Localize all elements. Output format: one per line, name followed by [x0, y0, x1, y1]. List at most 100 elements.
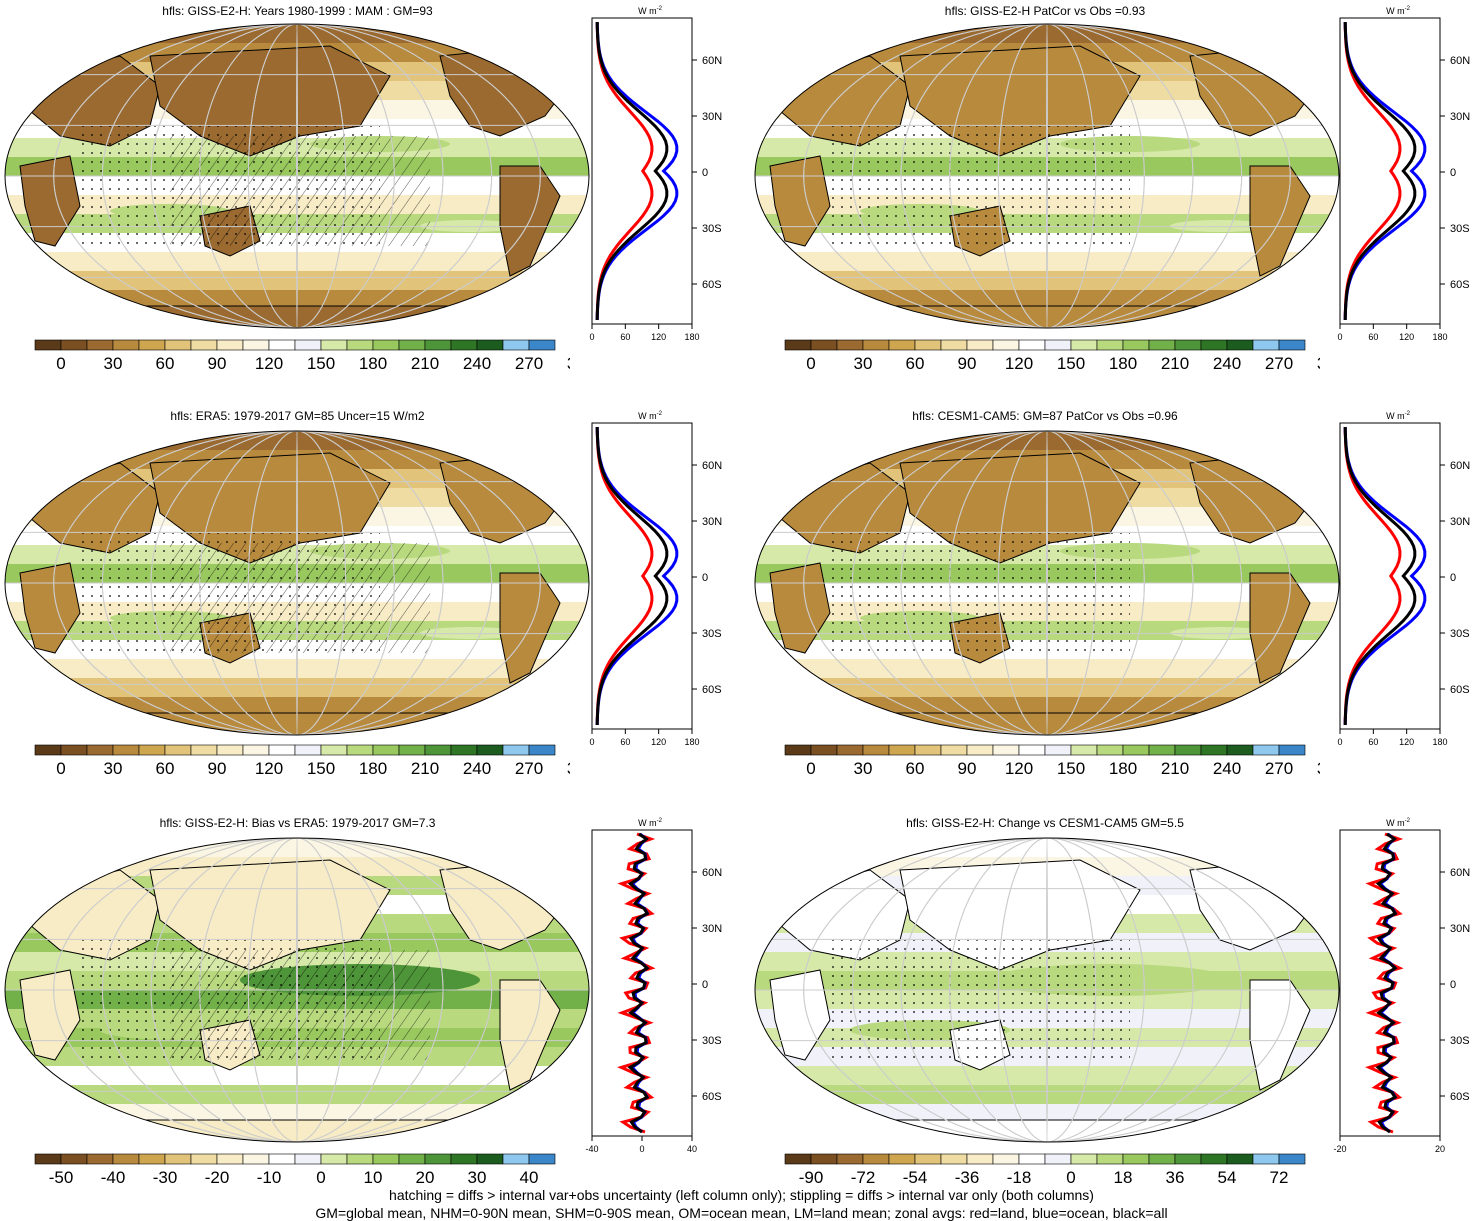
colorbar-box [528, 1153, 556, 1165]
graticule [5, 838, 589, 1142]
colorbar-box [810, 1153, 838, 1165]
panel-change: hfls: GISS-E2-H: Change vs CESM1-CAM5 GM… [745, 812, 1483, 1190]
panel-giss-mean: hfls: GISS-E2-H: Years 1980-1999 : MAM :… [0, 0, 740, 400]
map-border [4, 430, 590, 736]
colorbar: 0 30 60 90 120 150 180 210 240 270 300 [784, 339, 1320, 373]
zonal-frame [591, 17, 693, 325]
colorbar-box [424, 1153, 452, 1165]
colorbar-box [346, 339, 374, 351]
colorbar-box [1018, 1153, 1046, 1165]
colorbar-box [294, 339, 322, 351]
graticule [755, 838, 1339, 1142]
zonal-mean-plot: W m-2 60N 30N 0 30S 60S 0 60 120 180 [1337, 6, 1470, 342]
y-tick-label: 60S [702, 279, 722, 291]
hatching [170, 136, 430, 246]
meridian-line [296, 24, 298, 328]
colorbar-box [320, 339, 348, 351]
ocean-high-flux [420, 220, 520, 232]
colorbar-box [242, 339, 270, 351]
meridian-line [53, 431, 541, 735]
colorbar-box [836, 1153, 864, 1165]
meridian-line [199, 838, 395, 1142]
colorbar-box [836, 744, 864, 756]
colorbar-box [1044, 339, 1072, 351]
colorbar-box [1200, 1153, 1228, 1165]
graticule [755, 24, 1339, 328]
colorbar-label: 150 [307, 759, 335, 778]
colorbar-box [1226, 1153, 1254, 1165]
zonal-land-line [1343, 22, 1402, 320]
zonal-land-line [1343, 427, 1402, 725]
meridian-line [53, 838, 541, 1142]
y-tick-label: 30N [1450, 516, 1470, 528]
colorbar-label: 210 [1161, 759, 1189, 778]
colorbar-label: 180 [359, 759, 387, 778]
colorbar-box [1070, 339, 1098, 351]
y-tick-label: 30N [702, 516, 722, 528]
colorbar-label: 270 [1265, 354, 1293, 373]
y-tick-label: 0 [702, 979, 708, 991]
colorbar-box [190, 339, 218, 351]
y-tick-label: 30N [702, 923, 722, 935]
colorbar-label: 30 [104, 354, 123, 373]
colorbar-label: -30 [153, 1168, 178, 1187]
colorbar-box [112, 1153, 140, 1165]
x-tick-label: 120 [1399, 332, 1414, 342]
meridian-line [803, 431, 1291, 735]
colorbar-label: 72 [1270, 1168, 1289, 1187]
colorbar-label: 90 [208, 354, 227, 373]
colorbar-label: 240 [463, 759, 491, 778]
colorbar-box [424, 339, 452, 351]
colorbar-box [1226, 339, 1254, 351]
x-tick-label: 120 [1399, 737, 1414, 747]
meridian-line [150, 838, 444, 1142]
meridian-line [247, 838, 347, 1142]
colorbar-box [164, 1153, 192, 1165]
map-border [754, 430, 1340, 736]
y-tick-label: 60S [702, 1091, 722, 1103]
zonal-unit-label: W m-2 [638, 411, 662, 421]
colorbar-box [810, 744, 838, 756]
colorbar-label: 0 [316, 1168, 325, 1187]
colorbar-box [320, 1153, 348, 1165]
colorbar-label: 54 [1218, 1168, 1237, 1187]
colorbar-box [862, 339, 890, 351]
zonal-land-line [1365, 832, 1404, 1134]
colorbar-label: -36 [955, 1168, 980, 1187]
meridian-line [949, 838, 1145, 1142]
map-border [4, 23, 590, 329]
y-tick-label: 30S [702, 628, 722, 640]
colorbar-box [1278, 339, 1306, 351]
colorbar-box [268, 1153, 296, 1165]
map-title: hfls: GISS-E2-H: Change vs CESM1-CAM5 GM… [906, 816, 1184, 830]
colorbar-box [294, 744, 322, 756]
colorbar-label: 18 [1114, 1168, 1133, 1187]
y-tick-label: 30S [702, 1035, 722, 1047]
colorbar-box [1122, 1153, 1150, 1165]
zonal-ocean-line [595, 426, 679, 726]
colorbar-box [398, 744, 426, 756]
colorbar-box [398, 339, 426, 351]
zonal-all-line [595, 21, 669, 321]
colorbar-label: -40 [101, 1168, 126, 1187]
colorbar-box [1044, 744, 1072, 756]
continent [39, 712, 561, 735]
meridian-line [101, 24, 493, 328]
world-map [4, 23, 590, 329]
colorbar-box [424, 744, 452, 756]
stippling [830, 940, 1130, 1060]
colorbar-box [60, 1153, 88, 1165]
zonal-all-line [1375, 832, 1398, 1134]
colorbar: 0 30 60 90 120 150 180 210 240 270 300 [34, 339, 570, 373]
meridian-line [949, 24, 1145, 328]
y-tick-label: 60N [702, 867, 722, 879]
colorbar-label: 30 [854, 354, 873, 373]
colorbar-label: 180 [1109, 759, 1137, 778]
x-tick-label: 180 [1432, 332, 1447, 342]
colorbar-box [940, 1153, 968, 1165]
colorbar-label: 270 [515, 759, 543, 778]
zonal-ocean-line [1343, 21, 1427, 321]
colorbar-label: 210 [411, 759, 439, 778]
colorbar-box [34, 744, 62, 756]
zonal-land-line [617, 832, 656, 1134]
